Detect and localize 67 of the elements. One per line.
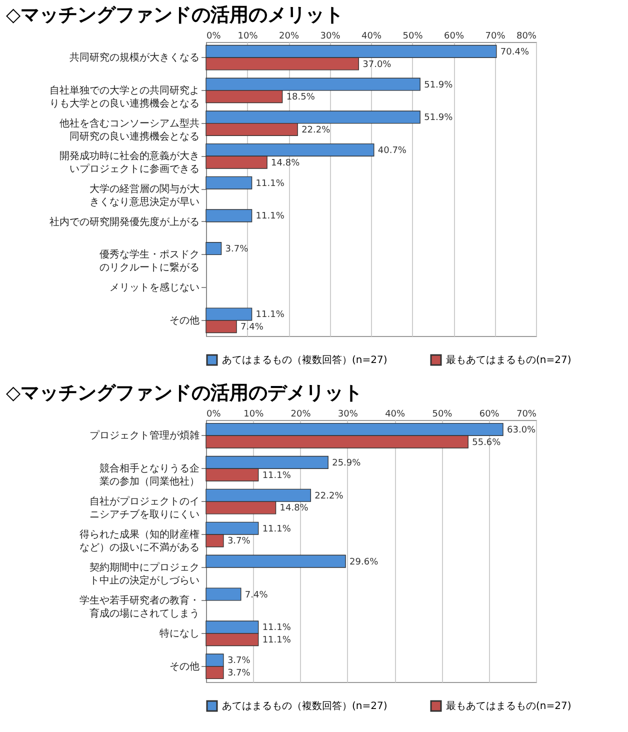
y-tick-label: 自社単独での大学との共同研究よりも大学との良い連携機会となる <box>50 84 200 110</box>
y-tick-label: 特になし <box>160 627 200 640</box>
y-tick-label: 社内での研究開発優先度が上がる <box>50 216 200 228</box>
x-tick-label: 60% <box>479 410 500 420</box>
data-label: 29.6% <box>350 557 379 568</box>
x-tick-label: 20% <box>290 410 312 420</box>
data-label: 18.5% <box>286 92 316 103</box>
data-label: 11.1% <box>262 524 292 534</box>
data-label: 11.1% <box>256 310 285 320</box>
x-tick-label: 10% <box>238 32 258 42</box>
x-tick-label: 50% <box>402 32 424 42</box>
y-tick-label: 大学の経営層の関与が大きくなり意思決定が早い <box>90 183 200 208</box>
data-label: 22.2% <box>302 125 331 136</box>
chart-title: ◇マッチングファンドの活用のデメリット <box>6 382 363 404</box>
x-tick-label: 80% <box>516 32 537 42</box>
legend-label: 最もあてはまるもの(n=27) <box>446 355 572 366</box>
y-tick-label: その他 <box>170 660 200 672</box>
y-tick-label: 他社を含むコンソーシアム型共同研究の良い連携機会となる <box>60 117 200 142</box>
x-tick-label: 70% <box>516 410 537 420</box>
x-tick-label: 0% <box>206 32 222 42</box>
data-label: 3.7% <box>225 244 249 255</box>
x-tick-label: 60% <box>444 32 464 42</box>
x-tick-label: 40% <box>361 32 382 42</box>
data-label: 11.1% <box>256 178 285 189</box>
y-tick-label: 契約期間中にプロジェクト中止の決定がしづらい <box>90 561 200 586</box>
x-tick-label: 0% <box>206 410 222 420</box>
data-label: 7.4% <box>244 590 268 600</box>
data-label: 11.1% <box>262 470 292 481</box>
legend-label: 最もあてはまるもの(n=27) <box>446 701 572 712</box>
y-tick-label: 共同研究の規模が大きくなる <box>70 52 200 64</box>
x-tick-label: 70% <box>485 32 506 42</box>
y-tick-label: 競合相手となりうる企業の参加（同業他社） <box>100 462 200 488</box>
x-tick-label: 30% <box>338 410 358 420</box>
data-label: 55.6% <box>472 438 502 448</box>
y-tick-label: 開発成功時に社会的意義が大きいプロジェクトに参画できる <box>60 150 200 176</box>
x-tick-label: 30% <box>320 32 341 42</box>
y-tick-label: その他 <box>170 314 200 326</box>
data-label: 25.9% <box>332 458 362 468</box>
data-label: 11.1% <box>256 212 285 222</box>
legend-label: あてはまるもの（複数回答）(n=27) <box>222 700 388 712</box>
x-tick-label: 40% <box>385 410 406 420</box>
y-tick-label: 優秀な学生・ポスドクのリクルートに繋がる <box>100 248 200 274</box>
data-label: 7.4% <box>240 322 264 333</box>
data-label: 11.1% <box>262 623 292 634</box>
data-label: 3.7% <box>227 656 251 666</box>
data-label: 63.0% <box>507 425 536 436</box>
data-label: 40.7% <box>378 146 407 156</box>
data-label: 3.7% <box>227 668 251 679</box>
chart-title: ◇マッチングファンドの活用のメリット <box>6 4 344 26</box>
data-label: 14.8% <box>280 504 309 514</box>
y-tick-label: 学生や若手研究者の教育・育成の場にされてしまう <box>80 594 200 620</box>
y-tick-label: 得られた成果（知的財産権など）の扱いに不満がある <box>80 528 200 554</box>
data-label: 51.9% <box>424 113 454 124</box>
x-tick-label: 10% <box>244 410 264 420</box>
data-label: 37.0% <box>362 60 392 70</box>
x-tick-label: 50% <box>432 410 453 420</box>
x-tick-label: 20% <box>278 32 300 42</box>
y-tick-label: 自社がプロジェクトのイニシアチブを取りにくい <box>90 496 200 521</box>
data-label: 11.1% <box>262 636 292 646</box>
y-tick-label: プロジェクト管理が煩雑 <box>90 430 200 442</box>
data-label: 51.9% <box>424 80 454 90</box>
legend-label: あてはまるもの（複数回答）(n=27) <box>222 354 388 366</box>
data-label: 14.8% <box>271 158 300 168</box>
data-label: 22.2% <box>314 491 344 502</box>
data-label: 70.4% <box>500 47 530 58</box>
data-label: 3.7% <box>227 536 251 547</box>
y-tick-label: メリットを感じない <box>110 282 200 294</box>
